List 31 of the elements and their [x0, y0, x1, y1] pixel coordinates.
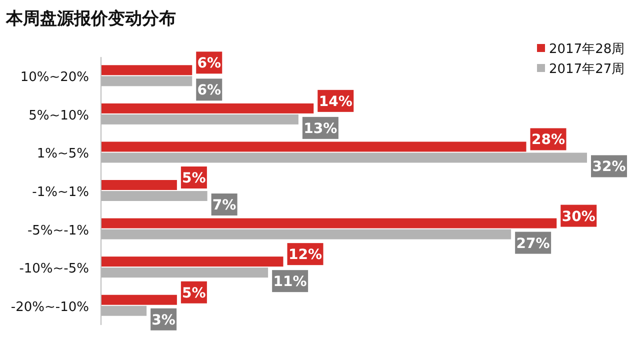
- data-label: 32%: [592, 159, 626, 176]
- bar: [101, 103, 314, 114]
- bar: [101, 180, 177, 190]
- data-label: 5%: [182, 170, 206, 186]
- data-label: 11%: [273, 274, 307, 290]
- data-label: 27%: [516, 236, 550, 252]
- bar: [101, 65, 192, 76]
- legend-label: 2017年27周: [549, 62, 625, 77]
- y-tick-label: -10%~-5%: [19, 262, 89, 277]
- y-tick-label: -5%~-1%: [27, 223, 89, 238]
- data-label: 5%: [182, 285, 206, 302]
- data-label: 30%: [562, 208, 596, 225]
- y-tick-label: 10%~20%: [20, 70, 89, 86]
- y-tick-label: -20%~-10%: [10, 300, 89, 315]
- data-label: 6%: [197, 82, 222, 99]
- data-label: 14%: [318, 94, 352, 110]
- chart-title: 本周盘源报价变动分布: [5, 9, 176, 29]
- data-label: 13%: [304, 120, 338, 137]
- bar: [101, 142, 526, 152]
- bar: [101, 256, 284, 267]
- y-tick-label: 5%~10%: [28, 108, 89, 124]
- bar: [101, 294, 177, 305]
- data-label: 28%: [531, 132, 566, 148]
- legend-label: 2017年28周: [549, 42, 625, 57]
- bar: [101, 218, 557, 228]
- data-label: 3%: [152, 312, 176, 328]
- y-tick-label: 1%~5%: [36, 146, 89, 162]
- data-label: 12%: [288, 247, 322, 264]
- y-tick-label: -1%~1%: [32, 185, 89, 200]
- data-label: 6%: [197, 56, 222, 72]
- data-label: 7%: [212, 198, 236, 214]
